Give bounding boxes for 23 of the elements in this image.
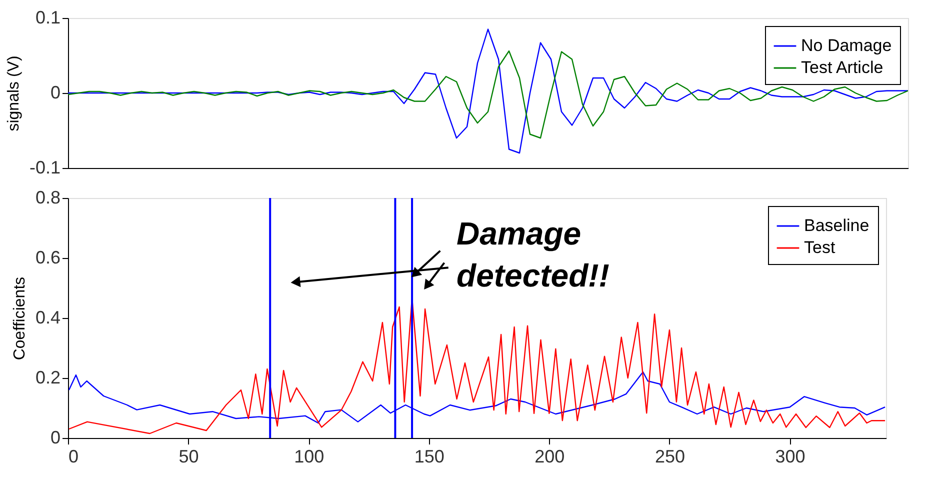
y-tick-label: 0.6 [35,248,60,268]
y-tick-label: 0.1 [35,8,60,28]
y-tick-label: 0.8 [35,188,60,208]
legend-label: Baseline [804,216,870,235]
y-axis-title: Coefficients [11,276,28,360]
annotation: Damage detected!! [456,216,610,294]
y-tick-label: 0.2 [35,368,60,388]
x-tick-label: 100 [294,446,324,466]
legend-label: Test [804,238,836,257]
x-tick-label: 250 [654,446,685,466]
x-tick-label: 50 [178,446,199,466]
x-tick-label: 200 [534,446,565,466]
y-tick-label: 0.4 [35,308,60,328]
y-tick-label: 0 [50,428,60,448]
line-series [68,28,908,154]
x-tick-label: 0 [68,446,79,466]
legend-label: Test Article [801,58,884,77]
y-axis-title: signals (V) [5,56,22,132]
y-tick-label: -0.1 [29,158,60,178]
x-tick-label: 300 [775,446,806,466]
x-tick-label: 150 [414,446,444,466]
legend-label: No Damage [801,36,892,55]
y-tick-label: 0 [50,82,60,102]
